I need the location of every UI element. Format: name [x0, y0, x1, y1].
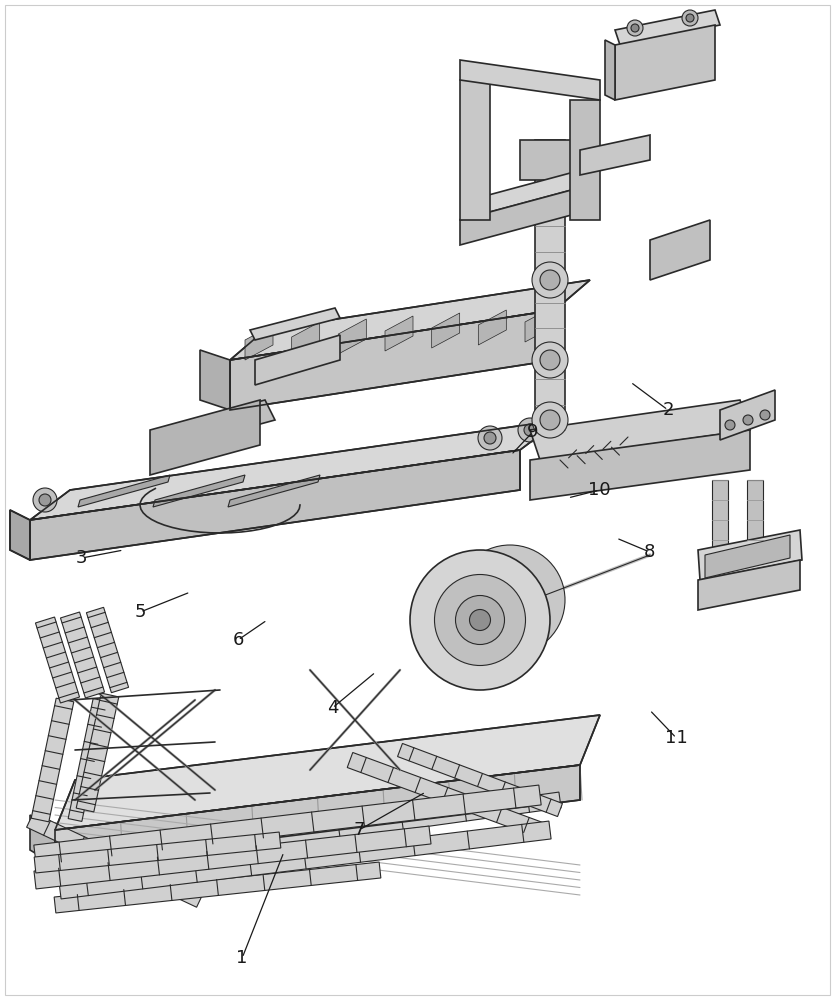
Circle shape	[39, 494, 51, 506]
Text: 4: 4	[326, 699, 338, 717]
Polygon shape	[31, 698, 73, 822]
Polygon shape	[200, 350, 230, 410]
Circle shape	[483, 572, 538, 628]
Polygon shape	[535, 140, 565, 440]
Text: 11: 11	[665, 729, 688, 747]
Polygon shape	[580, 135, 650, 175]
Polygon shape	[347, 752, 543, 838]
Circle shape	[33, 488, 57, 512]
Polygon shape	[34, 785, 541, 865]
Polygon shape	[35, 617, 79, 703]
Circle shape	[456, 595, 504, 645]
Circle shape	[532, 262, 568, 298]
Circle shape	[410, 550, 550, 690]
Polygon shape	[155, 400, 275, 450]
Circle shape	[532, 402, 568, 438]
Polygon shape	[30, 815, 55, 865]
Polygon shape	[10, 510, 30, 560]
Text: 7: 7	[353, 821, 365, 839]
Polygon shape	[712, 480, 728, 560]
Polygon shape	[76, 693, 119, 812]
Polygon shape	[570, 100, 600, 220]
Text: 1: 1	[236, 949, 248, 967]
Circle shape	[627, 20, 643, 36]
Polygon shape	[747, 480, 763, 560]
Polygon shape	[615, 10, 720, 45]
Polygon shape	[34, 826, 431, 889]
Circle shape	[532, 342, 568, 378]
Circle shape	[743, 415, 753, 425]
Polygon shape	[78, 475, 170, 507]
Polygon shape	[245, 325, 273, 360]
Polygon shape	[397, 743, 563, 817]
Polygon shape	[520, 140, 580, 180]
Text: 3: 3	[76, 549, 88, 567]
Polygon shape	[525, 307, 553, 342]
Circle shape	[682, 10, 698, 26]
Circle shape	[631, 24, 639, 32]
Circle shape	[540, 410, 560, 430]
Polygon shape	[55, 765, 580, 865]
Circle shape	[484, 432, 496, 444]
Polygon shape	[460, 80, 490, 220]
Polygon shape	[30, 450, 520, 560]
Text: 2: 2	[662, 401, 674, 419]
Circle shape	[540, 350, 560, 370]
Polygon shape	[615, 25, 715, 100]
Circle shape	[455, 545, 565, 655]
Text: 5: 5	[134, 603, 146, 621]
Circle shape	[760, 410, 770, 420]
Polygon shape	[86, 607, 129, 693]
Polygon shape	[460, 185, 590, 245]
Polygon shape	[698, 560, 800, 610]
Circle shape	[434, 574, 525, 666]
Polygon shape	[68, 699, 107, 821]
Polygon shape	[54, 862, 381, 913]
Polygon shape	[34, 832, 281, 873]
Polygon shape	[60, 612, 104, 698]
Polygon shape	[59, 821, 551, 899]
Polygon shape	[228, 475, 320, 507]
Circle shape	[540, 190, 560, 210]
Circle shape	[524, 424, 536, 436]
Polygon shape	[54, 792, 561, 878]
Polygon shape	[30, 420, 560, 520]
Circle shape	[686, 14, 694, 22]
Polygon shape	[650, 220, 710, 280]
Circle shape	[518, 418, 542, 442]
Circle shape	[540, 270, 560, 290]
Text: 6: 6	[232, 631, 244, 649]
Polygon shape	[291, 322, 320, 357]
Polygon shape	[698, 530, 802, 580]
Polygon shape	[530, 430, 750, 500]
Polygon shape	[705, 535, 790, 578]
Polygon shape	[230, 310, 555, 410]
Text: 10: 10	[588, 481, 611, 499]
Polygon shape	[530, 400, 750, 460]
Circle shape	[469, 609, 490, 631]
Polygon shape	[27, 813, 204, 907]
Polygon shape	[150, 400, 260, 475]
Polygon shape	[55, 715, 600, 830]
Polygon shape	[720, 390, 775, 440]
Polygon shape	[478, 310, 506, 345]
Circle shape	[725, 420, 735, 430]
Polygon shape	[385, 316, 413, 351]
Polygon shape	[605, 40, 615, 100]
Text: 8: 8	[644, 543, 655, 561]
Polygon shape	[153, 475, 245, 507]
Polygon shape	[230, 280, 590, 360]
Polygon shape	[338, 319, 367, 354]
Polygon shape	[460, 165, 600, 220]
Polygon shape	[255, 335, 340, 385]
Text: 9: 9	[527, 423, 539, 441]
Polygon shape	[432, 313, 459, 348]
Circle shape	[532, 182, 568, 218]
Circle shape	[478, 426, 502, 450]
Polygon shape	[250, 308, 340, 340]
Polygon shape	[460, 60, 600, 100]
